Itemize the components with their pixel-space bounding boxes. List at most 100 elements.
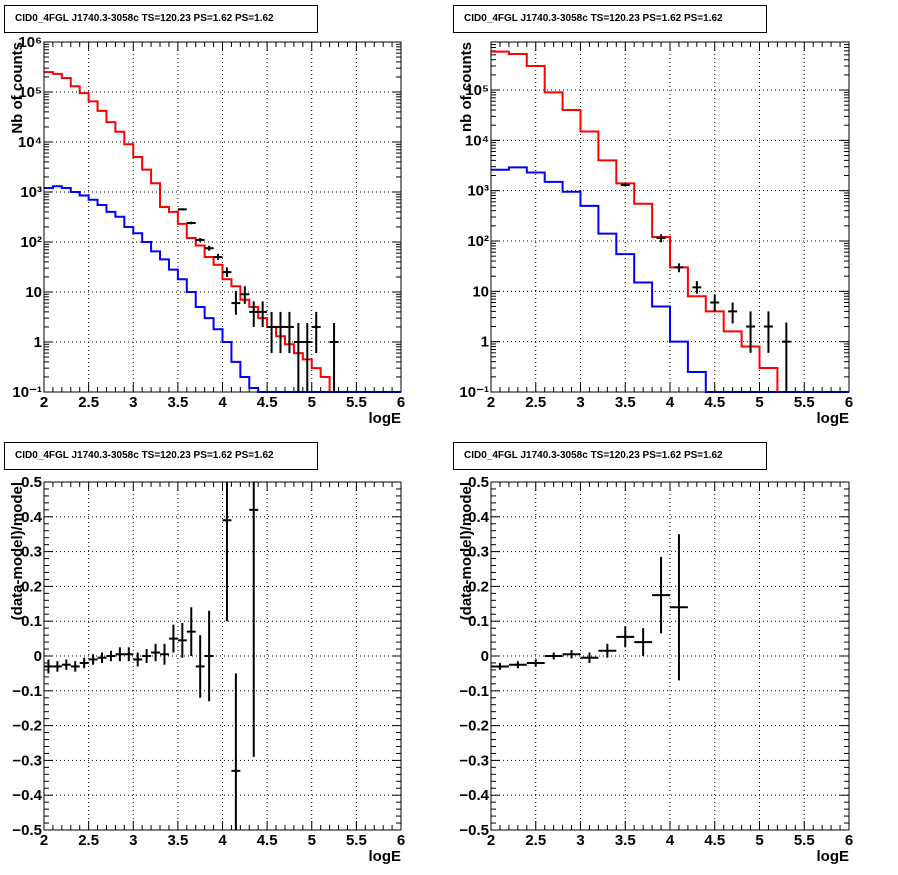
- data-point: [195, 238, 205, 242]
- x-tick-label: 5: [755, 832, 763, 849]
- data-point: [177, 208, 187, 211]
- data-point: [186, 607, 196, 656]
- data-point: [231, 290, 241, 315]
- chart-svg: 2 2.5 3 3.5 4 4.5 5 5.5 6 10⁻¹ 1 10 10² 10³ 10⁴ 10⁵ 10⁶ l…: [9, 34, 405, 427]
- data-point: [526, 659, 545, 667]
- x-tick-label: 4: [666, 394, 675, 411]
- spectrum-panel-rebinned: 2 2.5 3 3.5 4 4.5 5 5.5 6 10⁻¹ 1 10 10² 10³ 10⁴ 10⁵ logE…: [449, 0, 898, 437]
- data-point: [97, 652, 107, 663]
- data-point: [562, 650, 581, 659]
- data-point: [580, 652, 599, 663]
- residual-panel-rebinned: 2 2.5 3 3.5 4 4.5 5 5.5 6 −0.5 −0.4 −0.3 −0.2 −0.1 0 0.…: [449, 438, 898, 875]
- model-histogram: [44, 71, 401, 393]
- data-point: [656, 234, 666, 243]
- y-tick-label: 10: [25, 284, 42, 301]
- data-point: [249, 482, 259, 757]
- panel-title: CID0_4FGL J1740.3-3058c TS=120.23 PS=1.6…: [4, 442, 318, 470]
- data-point: [222, 482, 232, 622]
- data-point: [249, 301, 259, 327]
- y-tick-label: −0.2: [12, 718, 42, 735]
- data-point: [284, 311, 294, 354]
- axis-ticks: [43, 41, 402, 393]
- panel-title: CID0_4FGL J1740.3-3058c TS=120.23 PS=1.6…: [453, 442, 767, 470]
- data-point: [616, 626, 635, 648]
- plot-frame: [43, 481, 402, 831]
- y-tick-label: 0.5: [468, 474, 489, 491]
- x-tick-label: 2: [487, 394, 495, 411]
- y-tick-label: 0.4: [21, 509, 43, 526]
- data-point: [598, 643, 617, 658]
- y-tick-label: 10³: [467, 183, 489, 200]
- data-point: [620, 183, 630, 187]
- data-point: [311, 311, 321, 354]
- y-tick-label: −0.2: [459, 718, 489, 735]
- data-point: [115, 647, 125, 662]
- x-tick-label: 3: [129, 832, 137, 849]
- y-tick-label: −0.3: [459, 752, 489, 769]
- y-axis-label: Nb of counts: [9, 42, 26, 134]
- data-point: [508, 661, 527, 669]
- y-tick-label: 1: [34, 334, 42, 351]
- x-tick-label: 6: [845, 832, 853, 849]
- x-tick-label: 3.5: [167, 832, 188, 849]
- y-tick-label: 10⁴: [18, 134, 42, 151]
- data-point: [267, 311, 277, 354]
- y-tick-label: 10²: [467, 233, 489, 250]
- data-point: [204, 245, 214, 251]
- data-point: [231, 673, 241, 830]
- x-axis-label: logE: [369, 410, 402, 427]
- y-axis-label: (data-model)/model: [9, 482, 26, 620]
- data-points: [620, 183, 791, 392]
- plot-frame: [490, 41, 850, 393]
- data-point: [763, 311, 773, 353]
- data-point: [79, 657, 89, 669]
- x-tick-label: 3: [576, 394, 584, 411]
- x-tick-label: 2.5: [525, 394, 546, 411]
- data-point: [213, 253, 223, 260]
- y-tick-label: 10⁴: [465, 132, 489, 149]
- data-point: [142, 649, 152, 663]
- y-tick-label: 10⁻¹: [12, 384, 42, 401]
- data-point: [88, 654, 98, 665]
- y-tick-label: 0.2: [468, 578, 489, 595]
- y-tick-label: 10²: [20, 234, 42, 251]
- data-point: [44, 659, 53, 674]
- x-tick-label: 2.5: [78, 832, 99, 849]
- data-point: [186, 221, 196, 225]
- data-point: [168, 624, 178, 653]
- x-tick-label: 5.5: [794, 832, 815, 849]
- data-point: [674, 263, 684, 273]
- data-point: [652, 556, 670, 634]
- x-axis-label: logE: [817, 410, 850, 427]
- y-tick-label: 0.4: [468, 509, 490, 526]
- data-points: [44, 482, 259, 830]
- y-tick-label: 10⁵: [18, 84, 42, 101]
- x-tick-label: 5: [755, 394, 763, 411]
- y-tick-label: −0.5: [12, 822, 42, 839]
- residual-panel-all: 2 2.5 3 3.5 4 4.5 5 5.5 6 −0.5 −0.4 −0.3 −0.2 −0.1 0 0.…: [0, 438, 449, 875]
- plot-frame: [490, 481, 850, 831]
- x-tick-label: 4: [218, 832, 227, 849]
- data-points: [491, 534, 688, 681]
- x-tick-label: 6: [845, 394, 853, 411]
- y-tick-label: 0.1: [21, 613, 42, 630]
- y-tick-label: −0.5: [459, 822, 489, 839]
- x-tick-label: 5.5: [794, 394, 815, 411]
- x-tick-label: 3.5: [167, 394, 188, 411]
- x-tick-label: 6: [397, 394, 405, 411]
- y-tick-label: −0.1: [12, 683, 42, 700]
- model-histogram: [491, 50, 849, 393]
- data-point: [240, 286, 250, 304]
- x-axis-label: logE: [369, 848, 402, 865]
- y-tick-label: 0.3: [468, 544, 489, 561]
- data-point: [544, 652, 563, 660]
- y-tick-label: 0: [34, 648, 42, 665]
- x-tick-label: 2: [40, 394, 48, 411]
- data-point: [746, 311, 756, 353]
- data-point: [728, 302, 738, 324]
- data-point: [258, 301, 268, 327]
- data-point: [491, 662, 509, 670]
- x-tick-label: 5: [308, 394, 316, 411]
- panel-title: CID0_4FGL J1740.3-3058c TS=120.23 PS=1.6…: [4, 5, 318, 33]
- y-tick-label: −0.1: [459, 683, 489, 700]
